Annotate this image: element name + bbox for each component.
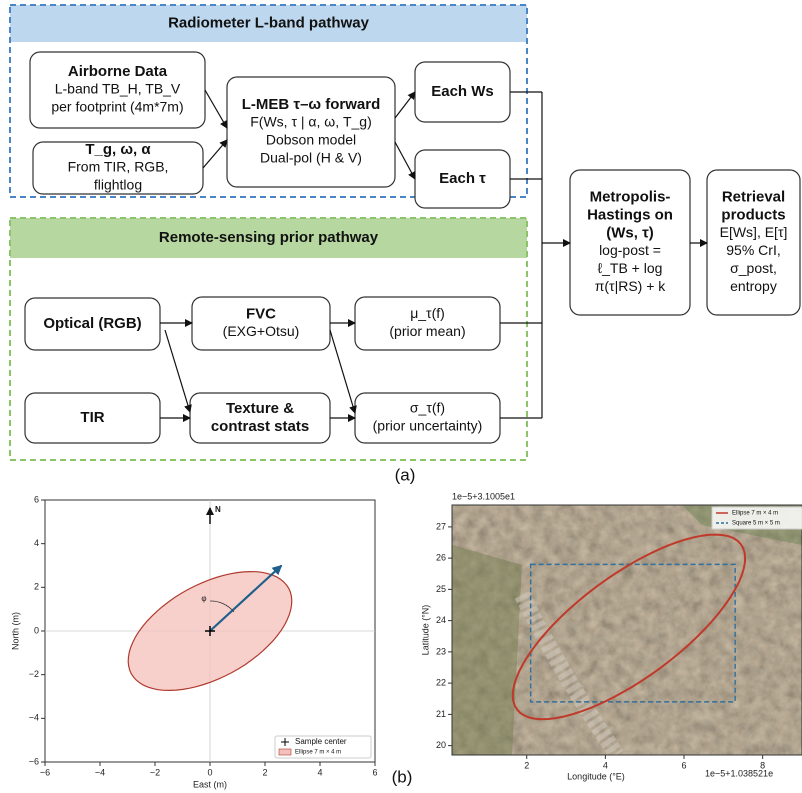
node-text: (EXG+Otsu) bbox=[223, 323, 300, 339]
x-tick-label: 6 bbox=[682, 760, 687, 770]
y-tick-label: 2 bbox=[34, 582, 39, 592]
node-title: Optical (RGB) bbox=[43, 315, 141, 332]
y-tick-label: 24 bbox=[436, 615, 446, 625]
node-title: products bbox=[721, 206, 785, 223]
x-tick-label: 2 bbox=[524, 760, 529, 770]
x-tick-label: −2 bbox=[150, 767, 160, 777]
node-text: per footprint (4m*7m) bbox=[51, 99, 183, 115]
x-tick-label: 4 bbox=[317, 767, 322, 777]
node-text: L-band TB_H, TB_V bbox=[55, 81, 181, 97]
arrow bbox=[395, 142, 415, 179]
node-text: 95% CrI, bbox=[726, 242, 780, 258]
arrow bbox=[165, 330, 190, 412]
y-tick-label: 21 bbox=[436, 709, 446, 719]
node-title: Each Ws bbox=[431, 83, 494, 100]
pathway-title: Remote-sensing prior pathway bbox=[159, 229, 379, 246]
node-title: T_g, ω, α bbox=[85, 141, 151, 158]
legend-label: Sample center bbox=[295, 737, 347, 746]
node-title: contrast stats bbox=[211, 418, 309, 435]
node-text: σ_τ(f) bbox=[410, 400, 445, 416]
y-tick-label: 23 bbox=[436, 646, 446, 656]
panel-label: (b) bbox=[392, 767, 413, 786]
y-tick-label: 4 bbox=[34, 538, 39, 548]
panel-label: (a) bbox=[395, 465, 416, 484]
x-tick-label: −6 bbox=[40, 767, 50, 777]
node-text: (prior uncertainty) bbox=[373, 418, 483, 434]
node-text: entropy bbox=[730, 278, 777, 294]
x-axis-label: East (m) bbox=[193, 779, 227, 789]
y-tick-label: 20 bbox=[436, 740, 446, 750]
photo bbox=[452, 505, 802, 755]
node-title: Each τ bbox=[439, 170, 486, 187]
photo-vegetation bbox=[452, 545, 522, 755]
arrow bbox=[395, 92, 415, 118]
node-title: Hastings on bbox=[587, 206, 673, 223]
node-title: L-MEB τ–ω forward bbox=[242, 96, 381, 113]
node-text: E[Ws], E[τ] bbox=[720, 224, 788, 240]
node-title: Texture & bbox=[226, 400, 294, 417]
x-offset-label: 1e−5+1.038521e bbox=[705, 768, 773, 778]
node-text: Dobson model bbox=[266, 132, 356, 148]
node-text: From TIR, RGB, bbox=[68, 159, 169, 175]
node-text: log-post = bbox=[599, 242, 661, 258]
pathway-title: Radiometer L-band pathway bbox=[168, 14, 370, 31]
legend-label: Square 5 m × 5 m bbox=[732, 521, 780, 527]
y-tick-label: 0 bbox=[34, 625, 39, 635]
x-tick-label: 4 bbox=[603, 760, 608, 770]
x-tick-label: 0 bbox=[207, 767, 212, 777]
node-title: TIR bbox=[80, 409, 104, 426]
node-title: Metropolis- bbox=[590, 188, 671, 205]
y-tick-label: 26 bbox=[436, 553, 446, 563]
legend-label: Ellipse 7 m × 4 m bbox=[732, 511, 778, 517]
figure: Radiometer L-band pathway Remote-sensing … bbox=[0, 0, 802, 793]
y-offset-label: 1e−5+3.1005e1 bbox=[452, 491, 515, 501]
node-title: Retrieval bbox=[722, 188, 785, 205]
arrow bbox=[205, 90, 227, 128]
x-tick-label: 6 bbox=[372, 767, 377, 777]
north-label: N bbox=[215, 505, 221, 514]
arrow bbox=[330, 330, 355, 413]
legend-swatch bbox=[279, 749, 291, 755]
node-title: Airborne Data bbox=[68, 63, 168, 80]
y-tick-label: −6 bbox=[29, 756, 39, 766]
node-text: (prior mean) bbox=[389, 323, 465, 339]
y-tick-label: −4 bbox=[29, 713, 39, 723]
y-tick-label: −2 bbox=[29, 669, 39, 679]
x-tick-label: 2 bbox=[262, 767, 267, 777]
y-axis-label: North (m) bbox=[10, 612, 20, 650]
node-text: flightlog bbox=[94, 177, 142, 193]
x-axis-label: Longitude (°E) bbox=[567, 771, 625, 781]
y-tick-label: 6 bbox=[34, 494, 39, 504]
node-text: σ_post, bbox=[730, 260, 777, 276]
y-axis-label: Latitude (°N) bbox=[420, 605, 430, 656]
y-tick-label: 27 bbox=[436, 521, 446, 531]
y-tick-label: 22 bbox=[436, 678, 446, 688]
angle-label: φ bbox=[201, 594, 206, 603]
node-text: Dual-pol (H & V) bbox=[260, 150, 362, 166]
node-title: (Ws, τ) bbox=[606, 224, 654, 241]
node-text: ℓ_TB + log bbox=[598, 260, 663, 276]
legend-label: Ellipse 7 m × 4 m bbox=[295, 750, 341, 756]
arrow bbox=[203, 140, 227, 168]
node-title: FVC bbox=[246, 305, 276, 322]
node-text: F(Ws, τ | α, ω, T_g) bbox=[250, 114, 372, 130]
y-tick-label: 25 bbox=[436, 584, 446, 594]
x-tick-label: −4 bbox=[95, 767, 105, 777]
node-text: μ_τ(f) bbox=[410, 305, 445, 321]
node-text: π(τ|RS) + k bbox=[595, 278, 667, 294]
